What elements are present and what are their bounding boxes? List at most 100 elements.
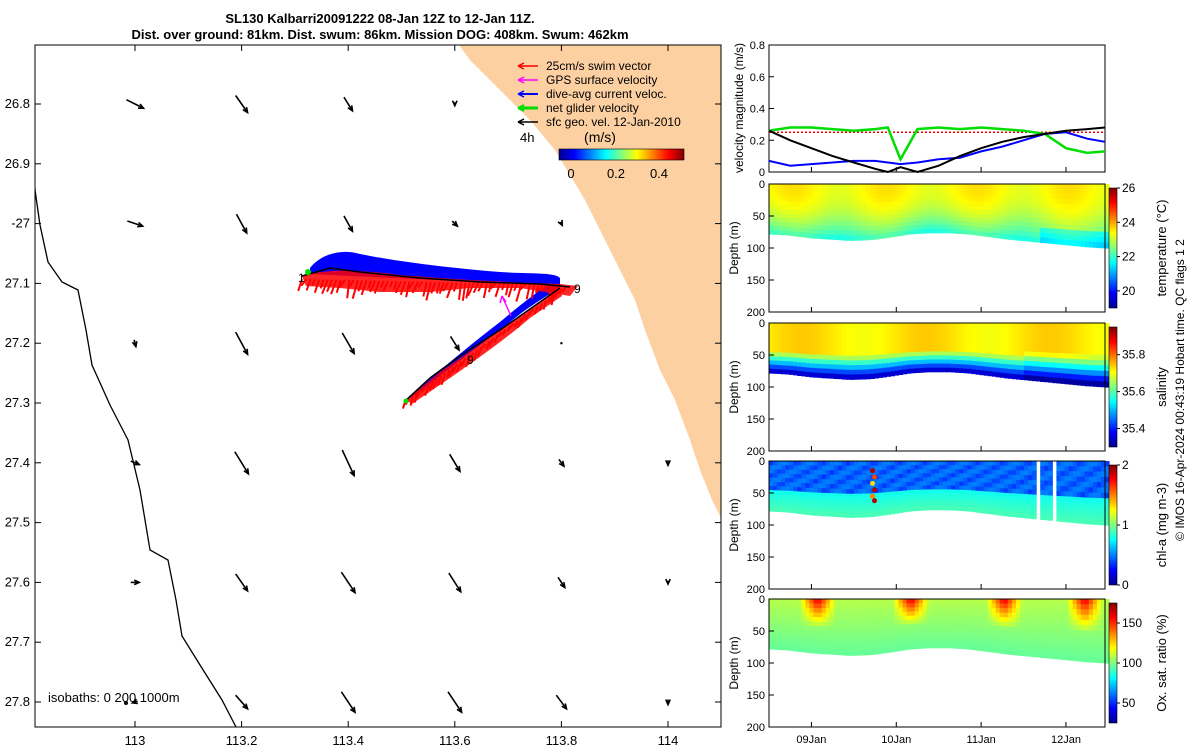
section-cell [1056,372,1061,379]
section-cell [1076,481,1082,488]
section-cell [785,503,790,509]
section-cell [894,487,900,492]
section-cell [797,509,802,514]
section-cell [882,510,887,516]
section-cell [918,619,924,625]
section-cell [943,363,948,369]
section-cell [979,370,985,376]
section-cell [906,619,912,625]
section-cell [773,486,778,491]
section-cell [991,192,997,198]
section-cell [789,499,794,505]
section-cell [821,373,827,379]
section-cell [939,200,944,205]
section-cell [797,184,802,189]
section-cell [805,323,810,328]
track-label-start: 1 [298,271,305,285]
section-cell [1105,376,1110,383]
section-cell [874,612,879,618]
section-cell [983,508,989,514]
section-cell [898,482,904,488]
section-cell [773,230,778,235]
section-cell [951,347,956,353]
section-cell [1076,507,1082,514]
section-cell [813,327,819,333]
section-cell [1032,623,1037,629]
section-cell [922,208,928,214]
section-cell [1015,369,1021,375]
section-cell [983,599,989,604]
section-cell [1003,617,1009,623]
section-cell [894,625,900,630]
section-cell [1076,220,1082,226]
section-cell [943,599,948,604]
section-cell [902,461,908,466]
section-cell [1068,496,1074,503]
section-cell [1015,507,1021,513]
section-cell [862,355,867,361]
section-cell [785,611,790,617]
section-cell [1056,328,1061,334]
section-cell [943,343,948,348]
section-cell [797,482,802,488]
section-cell [817,372,823,378]
section-cell [1032,227,1037,233]
velocity-ytick-label: 0.8 [750,40,765,52]
section-cell [1088,471,1094,478]
section-cell [983,504,989,510]
geostrophic-arrow-shaft [448,572,462,593]
section-cell [935,224,940,230]
section-cell [874,465,879,471]
section-cell [910,221,916,226]
section-cell [971,196,976,202]
section-cell [1003,234,1009,240]
section-cell [837,341,843,347]
section-cell [854,188,859,194]
section-cell [781,461,786,466]
section-cell [789,607,794,613]
section-cell [1084,231,1090,237]
section-cell [874,599,879,605]
section-cell [999,220,1005,226]
section-cell [1088,333,1094,340]
section-cell [1048,510,1053,516]
section-cell [959,192,964,197]
section-cell [1084,241,1090,248]
section-cell [930,367,936,373]
section-cell [1056,614,1061,620]
section-cell [971,645,976,651]
section-cell [886,509,891,515]
section-cell [769,506,774,512]
section-cell [1105,609,1110,616]
section-cell [1015,479,1021,485]
section-cell [979,196,985,202]
section-cell [902,507,908,513]
section-cell [1088,604,1094,610]
section-cell [858,470,863,476]
section-cell [898,218,904,224]
section-cell [951,200,956,205]
section-cell [991,461,997,466]
section-cell [971,221,976,227]
section-cell [963,188,968,193]
section-cell [1056,194,1061,200]
section-cell [971,490,976,496]
section-cell [975,507,981,513]
section-cell [862,479,867,485]
map-xtick-label: 113.2 [226,733,258,748]
section-cell [979,473,985,479]
section-cell [793,192,798,198]
section-cell [983,344,989,350]
section-cell [1056,515,1061,522]
section-cell [773,331,778,337]
section-cell [951,367,956,373]
section-cell [963,632,968,637]
section-cell [999,639,1005,645]
section-cell [906,615,912,621]
section-cell [886,188,891,194]
section-cell [874,216,879,222]
section-cell [967,624,972,629]
section-cell [1092,205,1098,211]
section-cell [918,208,924,214]
geostrophic-arrow-head [137,103,146,110]
